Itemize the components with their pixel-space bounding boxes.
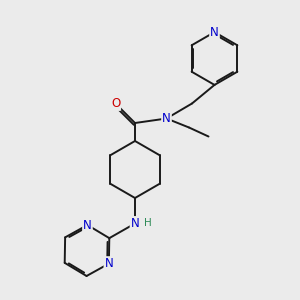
Text: O: O	[111, 97, 120, 110]
Text: N: N	[104, 257, 113, 270]
Text: N: N	[130, 217, 140, 230]
Text: N: N	[83, 218, 92, 232]
Text: H: H	[144, 218, 152, 228]
Text: N: N	[162, 112, 171, 125]
Text: N: N	[210, 26, 219, 39]
